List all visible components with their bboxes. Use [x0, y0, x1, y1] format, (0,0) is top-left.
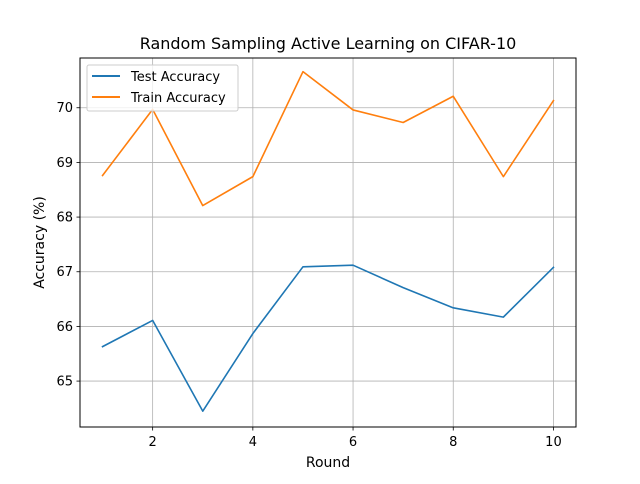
data-point-test-accuracy: [152, 320, 154, 322]
series-line-test-accuracy: [101, 264, 555, 412]
data-point-test-accuracy: [502, 316, 504, 318]
series-line-train-accuracy: [101, 70, 555, 207]
y-tick-label: 67: [56, 265, 73, 280]
data-point-test-accuracy: [252, 333, 254, 335]
data-point-train-accuracy: [402, 122, 404, 124]
data-point-test-accuracy: [452, 307, 454, 309]
data-point-train-accuracy: [553, 100, 555, 102]
data-point-train-accuracy: [252, 176, 254, 178]
x-tick-label: 2: [149, 435, 157, 450]
x-tick-label: 6: [349, 435, 357, 450]
data-point-train-accuracy: [202, 205, 204, 207]
y-tick-label: 69: [56, 156, 73, 171]
data-point-train-accuracy: [302, 71, 304, 73]
y-axis-label: Accuracy (%): [32, 196, 48, 289]
data-point-train-accuracy: [352, 109, 354, 111]
data-point-test-accuracy: [402, 287, 404, 289]
data-point-test-accuracy: [102, 346, 104, 348]
series-lines: [101, 70, 555, 412]
data-point-test-accuracy: [553, 266, 555, 268]
x-tick-label: 8: [449, 435, 457, 450]
legend-box: [86, 64, 239, 112]
y-tick-label: 66: [56, 320, 73, 335]
y-tick-label: 68: [56, 211, 73, 226]
legend-label-test-accuracy: Test Accuracy: [130, 70, 220, 85]
data-point-train-accuracy: [502, 176, 504, 178]
legend-label-train-accuracy: Train Accuracy: [130, 91, 226, 106]
grid-lines: [80, 58, 576, 427]
x-tick-label: 10: [545, 435, 562, 450]
data-point-test-accuracy: [202, 410, 204, 412]
data-point-train-accuracy: [102, 175, 104, 177]
chart-title: Random Sampling Active Learning on CIFAR…: [140, 34, 517, 53]
legend: Test Accuracy Train Accuracy: [86, 64, 239, 112]
data-point-train-accuracy: [452, 95, 454, 97]
y-tick-label: 65: [56, 375, 73, 390]
x-tick-label: 4: [249, 435, 257, 450]
x-axis-label: Round: [306, 455, 350, 471]
axes-frame: [79, 57, 577, 428]
data-point-test-accuracy: [302, 266, 304, 268]
y-tick-label: 70: [56, 101, 73, 116]
data-point-test-accuracy: [352, 264, 354, 266]
